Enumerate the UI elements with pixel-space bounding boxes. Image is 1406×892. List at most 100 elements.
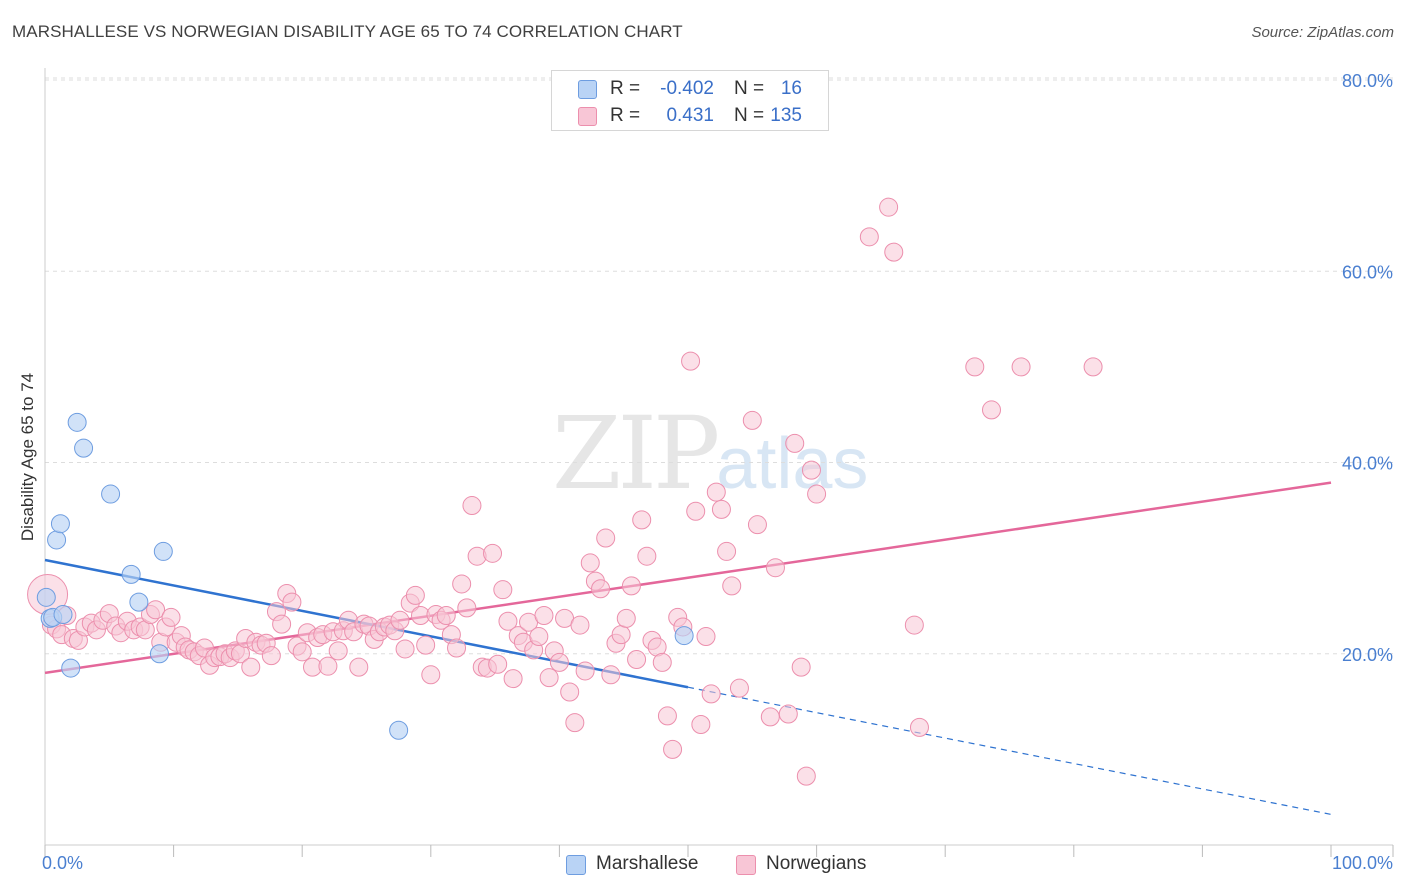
point-norwegians <box>261 646 281 666</box>
point-marshallese <box>149 644 169 664</box>
point-norwegians <box>146 600 166 620</box>
series-legend: Marshallese Norwegians <box>0 852 1406 878</box>
point-norwegians <box>611 625 631 645</box>
point-norwegians <box>621 576 641 596</box>
watermark-zip: ZIP <box>552 395 720 512</box>
point-norwegians <box>791 657 811 677</box>
data-points <box>27 197 1103 786</box>
point-marshallese <box>47 530 67 550</box>
point-norwegians <box>292 642 312 662</box>
point-norwegians <box>616 608 636 628</box>
source-credit: Source: ZipAtlas.com <box>1251 24 1394 41</box>
point-norwegians <box>879 197 899 217</box>
x-tick-label-max: 100.0% <box>1332 853 1393 873</box>
legend-row-marshallese: R = -0.402 N = 16 <box>552 76 828 100</box>
point-norwegians <box>657 706 677 726</box>
legend-r-label: R = <box>610 105 641 126</box>
point-norwegians <box>560 682 580 702</box>
legend-r-value: 0.431 <box>666 105 714 126</box>
point-norwegians <box>601 665 621 685</box>
y-axis-label: Disability Age 65 to 74 <box>18 373 37 541</box>
y-tick-label: 80.0% <box>1342 71 1393 91</box>
point-norwegians <box>596 528 616 548</box>
point-marshallese <box>389 720 409 740</box>
point-norwegians <box>632 510 652 530</box>
point-norwegians <box>488 654 508 674</box>
legend-n-value: 16 <box>780 78 802 99</box>
point-norwegians <box>965 357 985 377</box>
point-marshallese <box>153 541 173 561</box>
y-tick-label: 40.0% <box>1342 454 1393 474</box>
point-norwegians <box>452 574 472 594</box>
point-norwegians <box>493 580 513 600</box>
axis-labels: Disability Age 65 to 74 20.0% 40.0% 60.0% 8… <box>18 71 1393 873</box>
grid-lines <box>45 77 1393 655</box>
point-marshallese <box>53 605 73 625</box>
point-marshallese <box>74 438 94 458</box>
point-norwegians <box>706 482 726 502</box>
point-marshallese <box>101 484 121 504</box>
point-norwegians <box>904 615 924 635</box>
point-norwegians <box>696 627 716 647</box>
point-norwegians <box>549 652 569 672</box>
point-norwegians <box>591 579 611 599</box>
point-norwegians <box>161 607 181 627</box>
legend-label-marshallese: Marshallese <box>596 853 699 874</box>
legend-swatch-marshallese <box>566 855 586 875</box>
point-norwegians <box>663 739 683 759</box>
legend-n-label: N = <box>734 105 765 126</box>
point-norwegians <box>681 351 701 371</box>
point-norwegians <box>457 598 477 618</box>
point-norwegians <box>498 611 518 631</box>
point-marshallese <box>129 592 149 612</box>
legend-swatch-marshallese <box>578 80 597 99</box>
point-norwegians <box>282 592 302 612</box>
point-norwegians <box>801 460 821 480</box>
legend-r-label: R = <box>610 78 641 99</box>
point-norwegians <box>701 684 721 704</box>
point-norwegians <box>349 657 369 677</box>
point-norwegians <box>436 606 456 625</box>
point-norwegians <box>807 484 827 504</box>
point-norwegians <box>395 639 415 659</box>
legend-label-norwegians: Norwegians <box>766 853 867 874</box>
y-tick-label: 60.0% <box>1342 262 1393 282</box>
point-norwegians <box>686 501 706 521</box>
x-tick-label-min: 0.0% <box>42 853 83 873</box>
point-marshallese <box>36 587 56 607</box>
point-marshallese <box>61 658 81 678</box>
point-norwegians <box>462 496 482 516</box>
point-norwegians <box>717 541 737 561</box>
point-norwegians <box>691 715 711 735</box>
point-norwegians <box>1083 357 1103 377</box>
point-norwegians <box>328 641 348 661</box>
point-norwegians <box>447 638 467 658</box>
point-norwegians <box>318 656 338 676</box>
point-norwegians <box>580 553 600 573</box>
chart-title: MARSHALLESE VS NORWEGIAN DISABILITY AGE … <box>12 22 683 41</box>
point-norwegians <box>503 669 523 689</box>
point-marshallese <box>121 564 141 584</box>
y-tick-label: 20.0% <box>1342 645 1393 665</box>
legend-swatch-norwegians <box>736 855 756 875</box>
axes <box>44 68 1394 857</box>
point-norwegians <box>637 546 657 566</box>
point-norwegians <box>539 668 559 688</box>
point-norwegians <box>909 717 929 737</box>
point-marshallese <box>50 514 70 534</box>
point-norwegians <box>652 652 672 672</box>
stats-legend: R = -0.402 N = 16 R = 0.431 N = 135 <box>551 70 829 131</box>
point-norwegians <box>416 635 436 655</box>
point-norwegians <box>722 576 742 596</box>
legend-row-norwegians: R = 0.431 N = 135 <box>552 103 828 127</box>
point-norwegians <box>405 585 425 605</box>
point-norwegians <box>534 606 554 625</box>
point-norwegians <box>778 704 798 724</box>
point-norwegians <box>241 657 261 677</box>
point-norwegians <box>467 546 487 566</box>
point-norwegians <box>711 499 731 519</box>
point-norwegians <box>575 661 595 681</box>
point-norwegians <box>627 649 647 669</box>
point-norwegians <box>760 707 780 727</box>
